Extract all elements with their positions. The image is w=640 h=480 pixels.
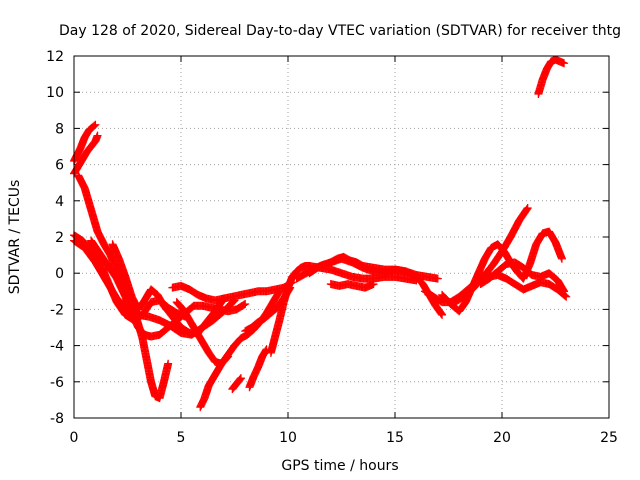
- series-arc-6: [87, 236, 250, 341]
- x-tick-label: 15: [386, 430, 404, 446]
- data-point: [438, 310, 447, 319]
- data-point: [560, 59, 569, 68]
- y-tick-label: 8: [55, 121, 64, 137]
- series-arc-18: [420, 204, 532, 307]
- data-point: [560, 287, 569, 296]
- y-tick-label: 0: [55, 266, 64, 282]
- y-tick-label: 4: [55, 194, 64, 210]
- tick-labels: 0 5 10 15 20 25 -8 -6 -4 -2 0 2 4 6 8 10 12: [46, 49, 618, 446]
- series-arc-22: [534, 55, 569, 99]
- plot-frame: [73, 55, 610, 419]
- x-tick-label: 20: [493, 430, 511, 446]
- series-arc-2: [70, 131, 102, 178]
- chart-title: Day 128 of 2020, Sidereal Day-to-day VTE…: [59, 23, 621, 39]
- data-point: [90, 121, 99, 130]
- series-arc-17: [326, 280, 378, 292]
- data-point: [91, 120, 100, 129]
- x-tick-label: 5: [177, 430, 186, 446]
- data-point: [275, 287, 284, 296]
- y-tick-label: -4: [50, 339, 64, 355]
- x-tick-label: 10: [279, 430, 297, 446]
- data-point: [241, 299, 250, 308]
- y-tick-label: 10: [46, 85, 64, 101]
- data-point: [561, 291, 570, 300]
- series-arc-8: [168, 278, 297, 305]
- series-arc-7: [108, 240, 228, 337]
- data-point: [93, 131, 102, 140]
- x-tick-label: 0: [70, 430, 79, 446]
- y-tick-label: -8: [50, 411, 64, 427]
- y-tick-label: 12: [46, 49, 64, 65]
- y-axis-label: SDTVAR / TECUs: [7, 180, 23, 295]
- y-tick-label: 2: [55, 230, 64, 246]
- data-point: [437, 309, 446, 318]
- data-point: [369, 280, 378, 289]
- x-tick-label: 25: [600, 430, 618, 446]
- data-points: [70, 55, 571, 412]
- data-point: [557, 254, 566, 263]
- series-arc-11: [228, 374, 245, 394]
- y-tick-label: -2: [50, 302, 64, 318]
- data-point: [236, 375, 245, 384]
- data-point: [433, 274, 442, 283]
- grid-lines: [74, 56, 609, 418]
- series-arc-14: [266, 261, 421, 357]
- y-tick-label: -6: [50, 375, 64, 391]
- data-point: [562, 292, 571, 301]
- data-point: [236, 374, 245, 383]
- series-arc-12: [245, 345, 271, 392]
- y-tick-label: 6: [55, 158, 64, 174]
- data-point: [522, 205, 531, 214]
- series-arc-21: [476, 258, 569, 296]
- data-point: [523, 205, 532, 214]
- data-point: [235, 375, 244, 384]
- data-point: [164, 359, 173, 368]
- data-point: [436, 308, 445, 317]
- data-point: [523, 204, 532, 213]
- x-axis-label: GPS time / hours: [281, 458, 398, 474]
- data-point: [240, 300, 249, 309]
